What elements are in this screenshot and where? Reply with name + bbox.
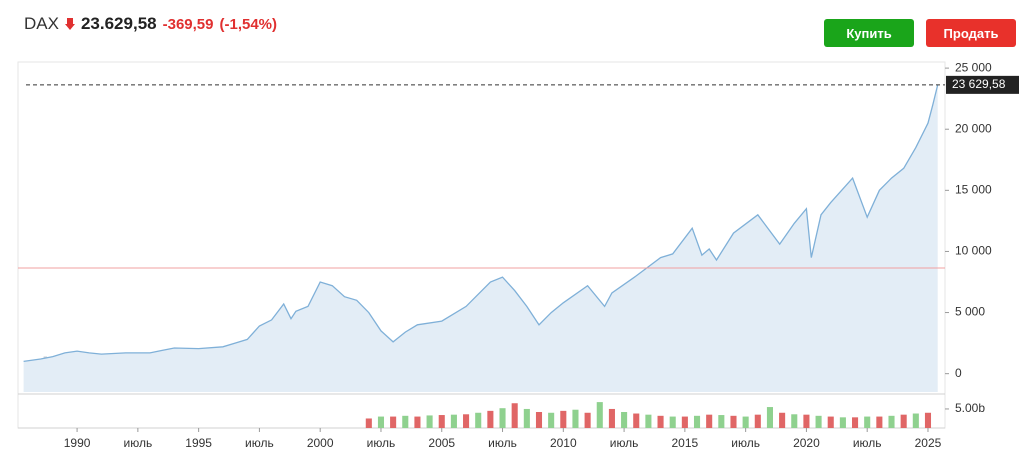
change: -369,59 bbox=[162, 15, 214, 33]
volume-tick-label: 5.00b bbox=[955, 401, 985, 415]
volume-bar bbox=[742, 416, 749, 428]
volume-bar bbox=[803, 414, 810, 428]
volume-bar bbox=[839, 417, 846, 428]
volume-bar bbox=[548, 412, 555, 428]
x-tick-label: 2005 bbox=[428, 436, 455, 450]
volume-bar bbox=[766, 407, 773, 428]
volume-bar bbox=[827, 416, 834, 428]
volume-bar bbox=[669, 416, 676, 428]
volume-bar bbox=[791, 414, 798, 428]
x-tick-label: июль bbox=[610, 436, 639, 450]
x-tick-label: 2010 bbox=[550, 436, 577, 450]
x-tick-label: июль bbox=[853, 436, 882, 450]
volume-bar bbox=[475, 412, 482, 428]
buy-button[interactable]: Купить bbox=[824, 19, 914, 47]
x-tick-label: 2000 bbox=[307, 436, 334, 450]
change-pct: (-1,54%) bbox=[219, 15, 278, 33]
y-tick-label: 0 bbox=[955, 366, 962, 380]
volume-bar bbox=[414, 416, 421, 428]
y-tick-label: 20 000 bbox=[955, 121, 992, 135]
x-tick-label: июль bbox=[367, 436, 396, 450]
volume-bar bbox=[390, 416, 397, 428]
y-tick-label: 5 000 bbox=[955, 305, 985, 319]
volume-bar bbox=[511, 403, 518, 428]
area-fill bbox=[23, 84, 938, 393]
x-tick-label: июль bbox=[245, 436, 274, 450]
volume-bar bbox=[463, 414, 470, 428]
volume-bar bbox=[584, 412, 591, 428]
volume-bar bbox=[621, 412, 628, 428]
watermark-brand: Investing bbox=[42, 352, 147, 379]
x-tick-label: июль bbox=[731, 436, 760, 450]
volume-bar bbox=[718, 415, 725, 428]
volume-bar bbox=[426, 415, 433, 428]
x-tick-label: 2020 bbox=[793, 436, 820, 450]
volume-bar bbox=[730, 415, 737, 428]
volume-bar bbox=[377, 416, 385, 428]
plot-frame bbox=[17, 61, 946, 429]
volume-bar bbox=[402, 415, 409, 428]
watermark: Investing.com bbox=[42, 352, 184, 379]
volume-bar bbox=[438, 415, 445, 428]
x-tick-label: 2025 bbox=[915, 436, 942, 450]
volume-bar bbox=[779, 412, 786, 428]
volume-bar bbox=[706, 414, 713, 428]
volume-bar bbox=[450, 414, 457, 428]
y-tick-label: 25 000 bbox=[955, 60, 992, 74]
volume-bar bbox=[912, 413, 919, 428]
volume-bar bbox=[608, 408, 615, 428]
volume-bar bbox=[657, 415, 664, 428]
volume-bar bbox=[572, 409, 579, 428]
volume-bar bbox=[681, 416, 688, 428]
volume-bar bbox=[876, 416, 883, 428]
last-price-tag bbox=[946, 75, 1019, 94]
x-tick-label: 2015 bbox=[672, 436, 699, 450]
volume-bar bbox=[645, 414, 652, 428]
volume-bar bbox=[596, 402, 603, 428]
x-tick-label: 1990 bbox=[64, 436, 91, 450]
watermark-domain: .com bbox=[147, 356, 184, 375]
volume-bar bbox=[864, 416, 871, 428]
x-tick-label: июль bbox=[488, 436, 517, 450]
x-tick-label: июль bbox=[124, 436, 153, 450]
volume-bar bbox=[560, 410, 567, 428]
x-tick-label: 1995 bbox=[185, 436, 212, 450]
y-tick-label: 10 000 bbox=[955, 244, 992, 258]
price-line bbox=[23, 84, 939, 363]
volume-bar bbox=[523, 408, 530, 428]
price: 23.629,58 bbox=[80, 14, 157, 33]
volume-bar bbox=[900, 414, 907, 428]
symbol: DAX bbox=[24, 14, 59, 33]
down-arrow bbox=[64, 18, 75, 30]
volume-bar bbox=[499, 408, 506, 428]
volume-bar bbox=[633, 413, 640, 428]
volume-bar bbox=[535, 412, 543, 428]
header: DAX 23.629,58 -369,59 (-1,54%) bbox=[24, 14, 277, 34]
last-price-label: 23 629,58 bbox=[952, 77, 1006, 91]
sell-button[interactable]: Продать bbox=[926, 19, 1016, 47]
volume-bar bbox=[487, 410, 494, 428]
volume-bar bbox=[924, 412, 932, 428]
y-tick-label: 15 000 bbox=[955, 183, 992, 197]
volume-bar bbox=[852, 417, 859, 428]
volume-bar bbox=[365, 418, 372, 428]
volume-bar bbox=[815, 415, 822, 428]
volume-bar bbox=[888, 415, 895, 428]
volume-bar bbox=[754, 414, 761, 428]
volume-bar bbox=[693, 415, 701, 428]
